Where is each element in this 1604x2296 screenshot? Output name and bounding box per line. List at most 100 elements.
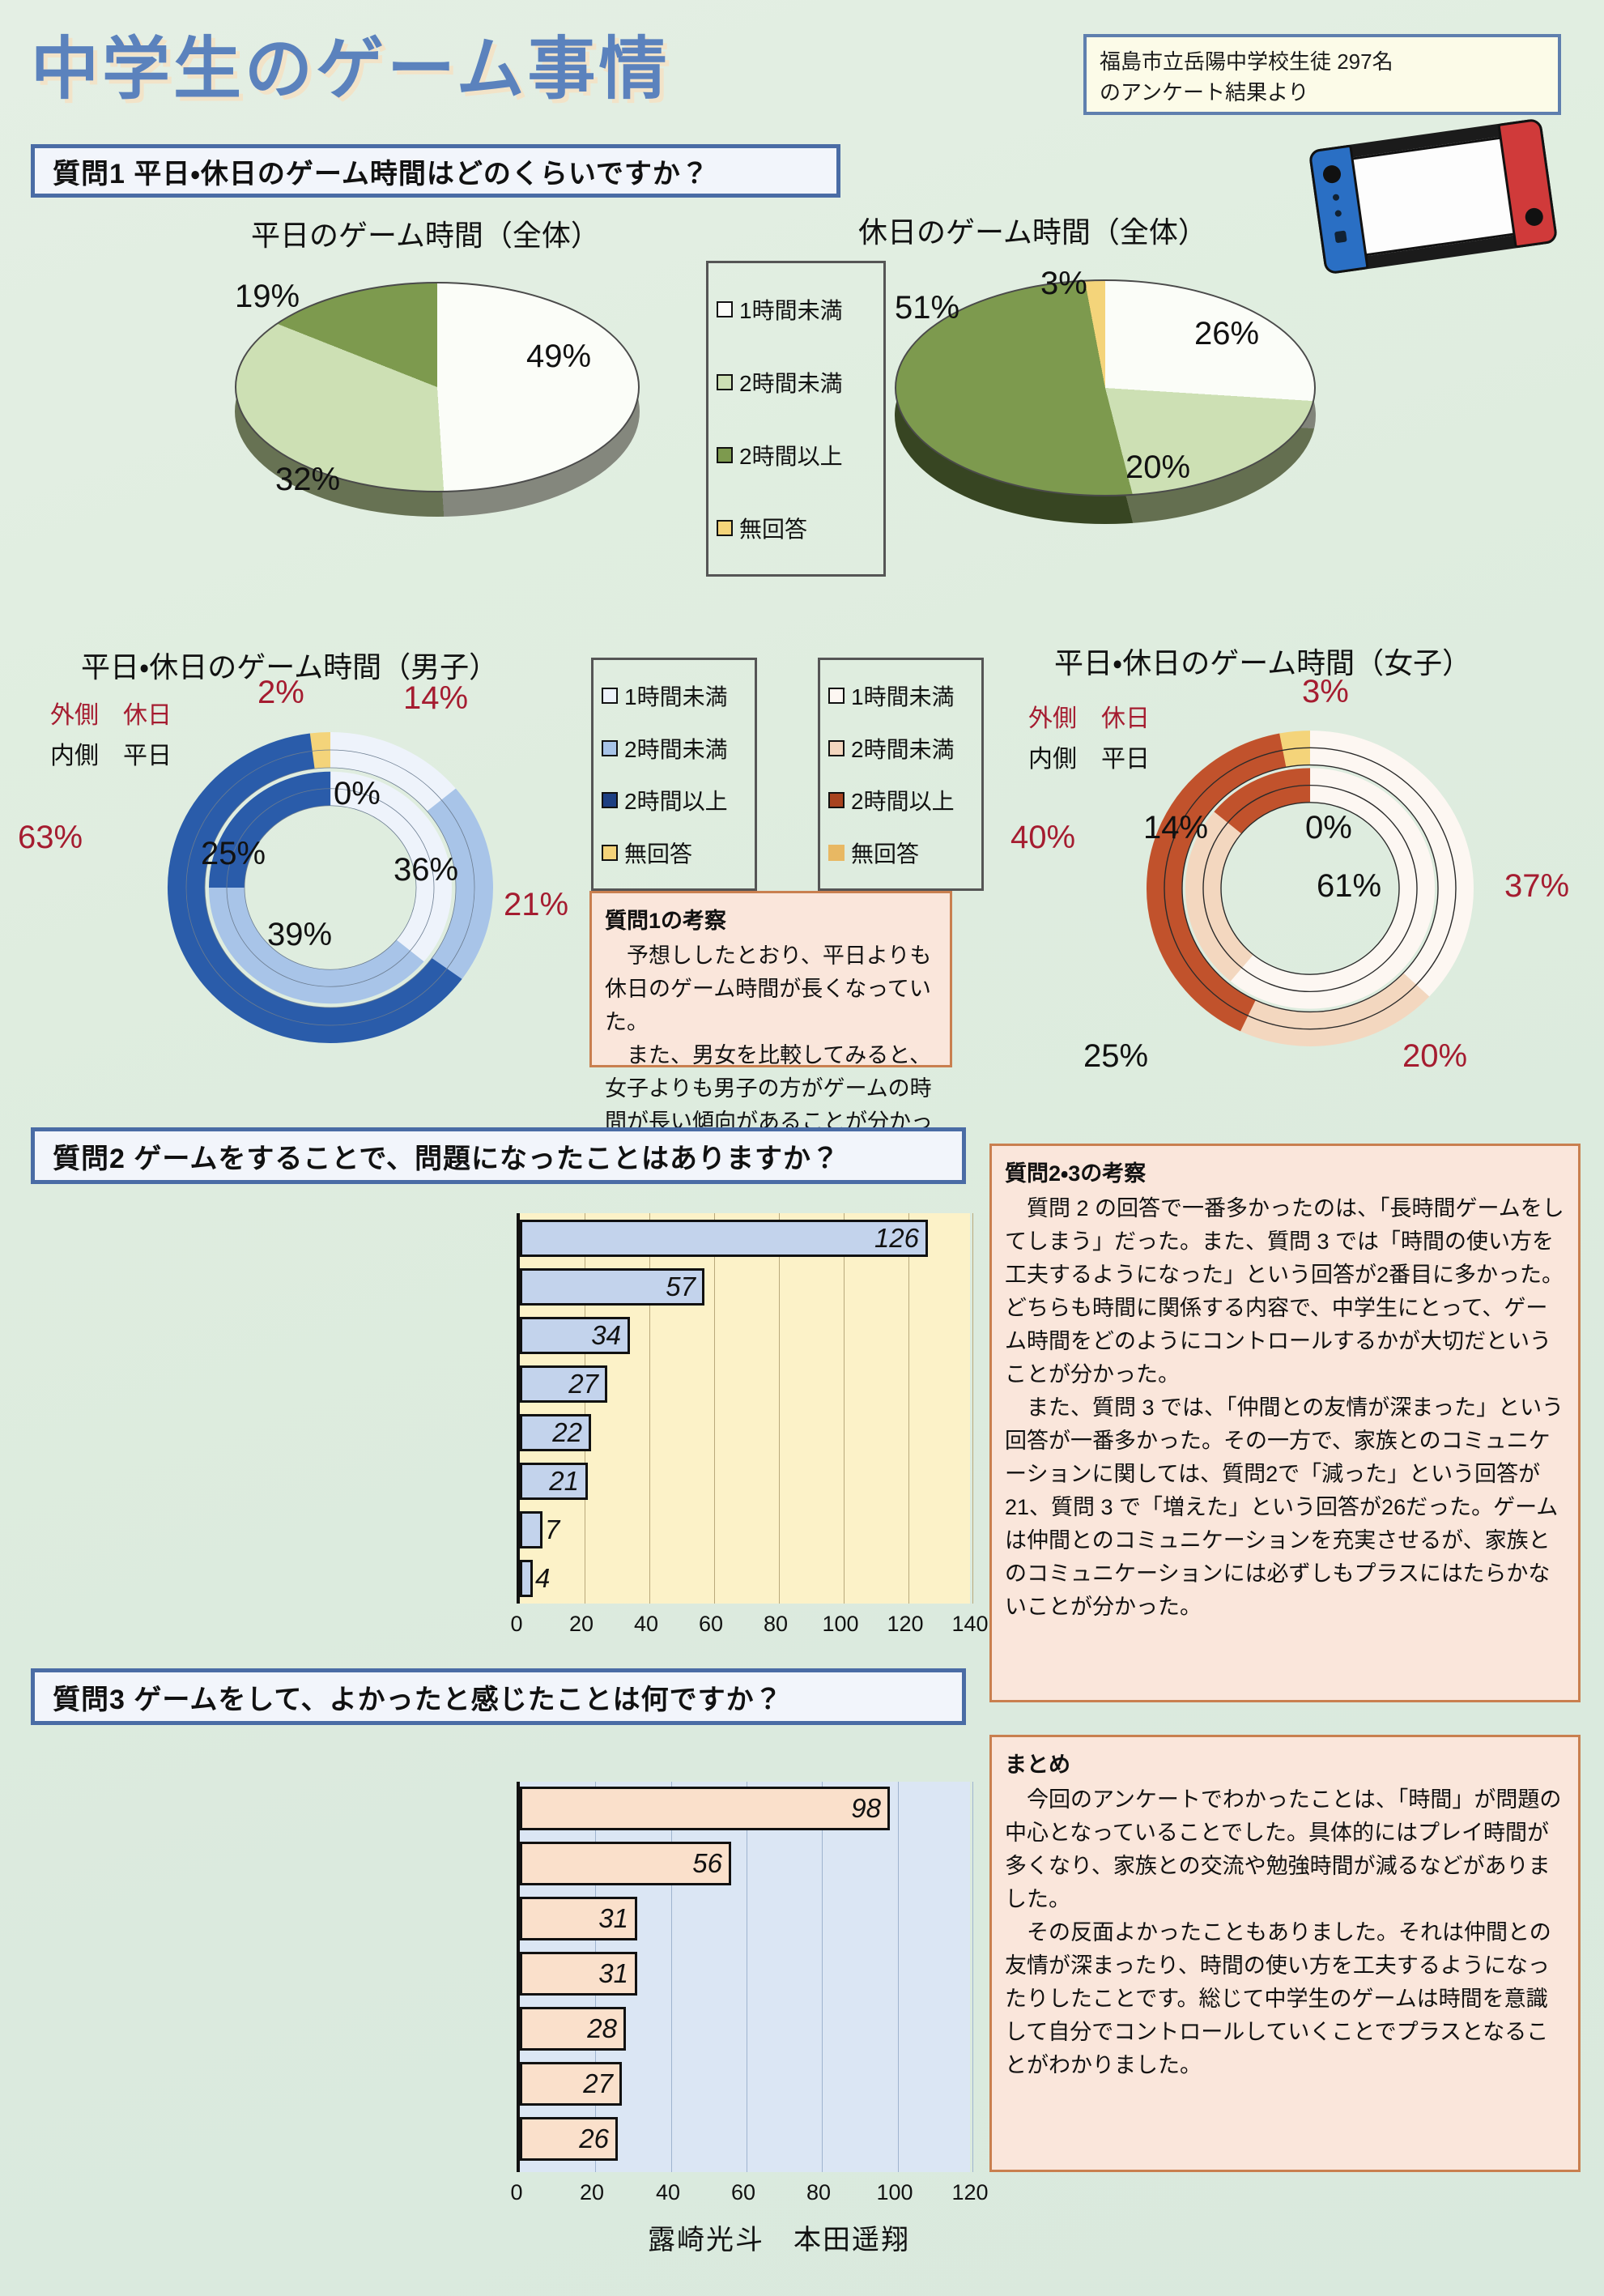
q3-bar-value-1: 56 bbox=[692, 1848, 722, 1878]
holiday-pie-label-under-2h: 20% bbox=[1125, 449, 1191, 485]
q2-xtick-140: 140 bbox=[951, 1612, 989, 1636]
girls-legend-label-2h-plus: 2時間以上 bbox=[851, 789, 955, 815]
q2-xtick-60: 60 bbox=[698, 1612, 724, 1636]
q1-consideration-box: 質問1の考察 予想ししたとおり、平日よりも休日のゲーム時間が長くなっていた。 ま… bbox=[589, 891, 952, 1167]
q3-bar-1: 56 bbox=[520, 1842, 731, 1885]
boys-legend-swatch-under-2h bbox=[602, 739, 618, 756]
girls-legend-item-under-1h: 1時間未満 bbox=[828, 679, 973, 712]
q3-bar-3: 31 bbox=[520, 1952, 637, 1996]
holiday-pie-chart bbox=[895, 279, 1316, 524]
q2-bar-1: 57 bbox=[520, 1268, 704, 1306]
q3-bar-0: 98 bbox=[520, 1787, 890, 1830]
legend-item-under-1h: 1時間未満 bbox=[717, 293, 875, 326]
q3-bar-value-2: 31 bbox=[598, 1903, 628, 1933]
holiday-pie-title: 休日のゲーム時間（全体） bbox=[858, 215, 1207, 249]
page-title: 中学生のゲーム事情 bbox=[31, 31, 670, 107]
boys-donut-inner-note: 内側 平日 bbox=[50, 743, 172, 769]
boys-legend-swatch-2h-plus bbox=[602, 792, 618, 809]
q3-xtick-0: 0 bbox=[510, 2180, 523, 2204]
q2-xtick-100: 100 bbox=[822, 1612, 859, 1636]
weekday-pie-label-under-1h: 49% bbox=[526, 339, 592, 374]
girls-outer-label-under-1h: 37% bbox=[1504, 868, 1570, 904]
holiday-pie-label-no-answer: 3% bbox=[1040, 266, 1087, 301]
boys-legend-label-2h-plus: 2時間以上 bbox=[624, 789, 728, 815]
boys-legend: 1時間未満 2時間未満 2時間以上 無回答 bbox=[591, 658, 757, 891]
q3-gridline-100 bbox=[898, 1782, 899, 2172]
q2-bar-value-4: 22 bbox=[552, 1417, 582, 1447]
q2-plot-area: 126 57 34 27 22 21 7 4 bbox=[517, 1213, 973, 1604]
q2-bar-value-1: 57 bbox=[666, 1272, 696, 1301]
switch-dot-3 bbox=[1334, 230, 1347, 244]
q2-bar-chart: 長時間ゲームをしてしまう 特に問題はなかった 勉強できずに成績が下がった 無回答… bbox=[49, 1207, 989, 1636]
boys-inner-label-under-1h: 36% bbox=[394, 852, 459, 888]
girls-legend-label-no-answer: 無回答 bbox=[851, 841, 920, 867]
q3-xtick-80: 80 bbox=[806, 2180, 832, 2204]
girls-legend-swatch-no-answer bbox=[828, 844, 845, 861]
girls-inner-label-no-answer: 0% bbox=[1305, 810, 1352, 846]
q3-bar-5: 27 bbox=[520, 2062, 622, 2106]
q23-consideration-p1: 質問 2 の回答で一番多かったのは、「長時間ゲームをしてしまう」だった。また、質… bbox=[1005, 1196, 1564, 1387]
boys-legend-item-under-2h: 2時間未満 bbox=[602, 732, 747, 765]
boys-outer-label-no-answer: 2% bbox=[257, 675, 304, 710]
boys-outer-label-under-2h: 21% bbox=[504, 887, 569, 922]
q3-xtick-100: 100 bbox=[876, 2180, 913, 2204]
question1-header: 質問1 平日・休日のゲーム時間はどのくらいですか？ bbox=[31, 144, 840, 198]
q2-xtick-80: 80 bbox=[763, 1612, 789, 1636]
summary-p2: その反面よかったこともありました。それは仲間との友情が深まったり、時間の使い方を… bbox=[1005, 1920, 1551, 2078]
q3-xtick-120: 120 bbox=[951, 2180, 989, 2204]
boys-legend-label-no-answer: 無回答 bbox=[624, 841, 693, 867]
q2-gridline-140 bbox=[972, 1213, 973, 1604]
boys-legend-label-under-1h: 1時間未満 bbox=[624, 684, 728, 710]
q23-consideration-p2: また、質問 3 では、「仲間との友情が深まった」という回答が一番多かった。その一… bbox=[1005, 1395, 1564, 1620]
q2-xtick-40: 40 bbox=[633, 1612, 659, 1636]
q3-bar-6: 26 bbox=[520, 2117, 618, 2161]
boys-inner-label-under-2h: 39% bbox=[267, 917, 333, 952]
q3-bar-value-4: 28 bbox=[587, 2013, 617, 2043]
q2-bar-2: 34 bbox=[520, 1317, 630, 1354]
girls-legend-label-under-1h: 1時間未満 bbox=[851, 684, 955, 710]
weekday-pie-top bbox=[235, 282, 640, 492]
girls-donut-outer-note: 外側 休日 bbox=[1028, 705, 1150, 732]
boys-inner-label-2h-plus: 25% bbox=[201, 836, 266, 871]
q2-gridline-100 bbox=[844, 1213, 845, 1604]
girls-legend-item-2h-plus: 2時間以上 bbox=[828, 784, 973, 816]
boys-donut-outer-note: 外側 休日 bbox=[50, 702, 172, 729]
girls-outer-label-2h-plus: 40% bbox=[1010, 820, 1076, 855]
nintendo-switch-illustration bbox=[1308, 117, 1559, 275]
q23-consideration-heading: 質問2・3の考察 bbox=[1005, 1161, 1147, 1186]
q3-bar-2: 31 bbox=[520, 1897, 637, 1940]
boys-doughnut-chart bbox=[144, 709, 517, 1066]
summary-p1: 今回のアンケートでわかったことは、「時間」が問題の中心となっていることでした。具… bbox=[1005, 1787, 1562, 1912]
source-note-text: 福島市立岳陽中学校生徒 297名 のアンケート結果より bbox=[1100, 49, 1393, 104]
q2-gridline-40 bbox=[649, 1213, 650, 1604]
q2-bar-value-3: 27 bbox=[568, 1369, 598, 1399]
q2-bar-5: 21 bbox=[520, 1463, 588, 1500]
q2-gridline-60 bbox=[714, 1213, 715, 1604]
q2-bar-value-2: 34 bbox=[591, 1320, 621, 1350]
q2-bar-value-6: 7 bbox=[545, 1514, 560, 1544]
boys-legend-item-2h-plus: 2時間以上 bbox=[602, 784, 747, 816]
girls-legend-swatch-under-1h bbox=[828, 688, 845, 705]
q2-gridline-120 bbox=[908, 1213, 909, 1604]
q2-bar-6: 7 bbox=[520, 1511, 559, 1548]
q2-xtick-0: 0 bbox=[510, 1612, 523, 1636]
q2-bar-3: 27 bbox=[520, 1365, 607, 1403]
q3-gridline-120 bbox=[972, 1782, 973, 2172]
girls-doughnut-chart bbox=[1124, 706, 1496, 1071]
q3-gridline-80 bbox=[822, 1782, 823, 2172]
boys-legend-swatch-under-1h bbox=[602, 688, 618, 705]
q3-xtick-60: 60 bbox=[730, 2180, 756, 2204]
weekday-pie-label-2h-plus: 19% bbox=[235, 279, 300, 314]
girls-legend-swatch-2h-plus bbox=[828, 792, 845, 809]
q3-gridline-40 bbox=[671, 1782, 672, 2172]
weekday-pie-label-under-2h: 32% bbox=[275, 462, 341, 497]
legend-swatch-under-1h bbox=[717, 301, 733, 317]
girls-legend-item-no-answer: 無回答 bbox=[828, 837, 973, 869]
legend-item-no-answer: 無回答 bbox=[717, 512, 875, 544]
q1-consideration-heading: 質問1の考察 bbox=[605, 909, 727, 933]
q2-bar-value-0: 126 bbox=[874, 1223, 919, 1253]
q3-bar-4: 28 bbox=[520, 2007, 626, 2051]
q2-xtick-120: 120 bbox=[887, 1612, 924, 1636]
q3-plot-area: 98 56 31 31 28 27 26 bbox=[517, 1782, 973, 2172]
